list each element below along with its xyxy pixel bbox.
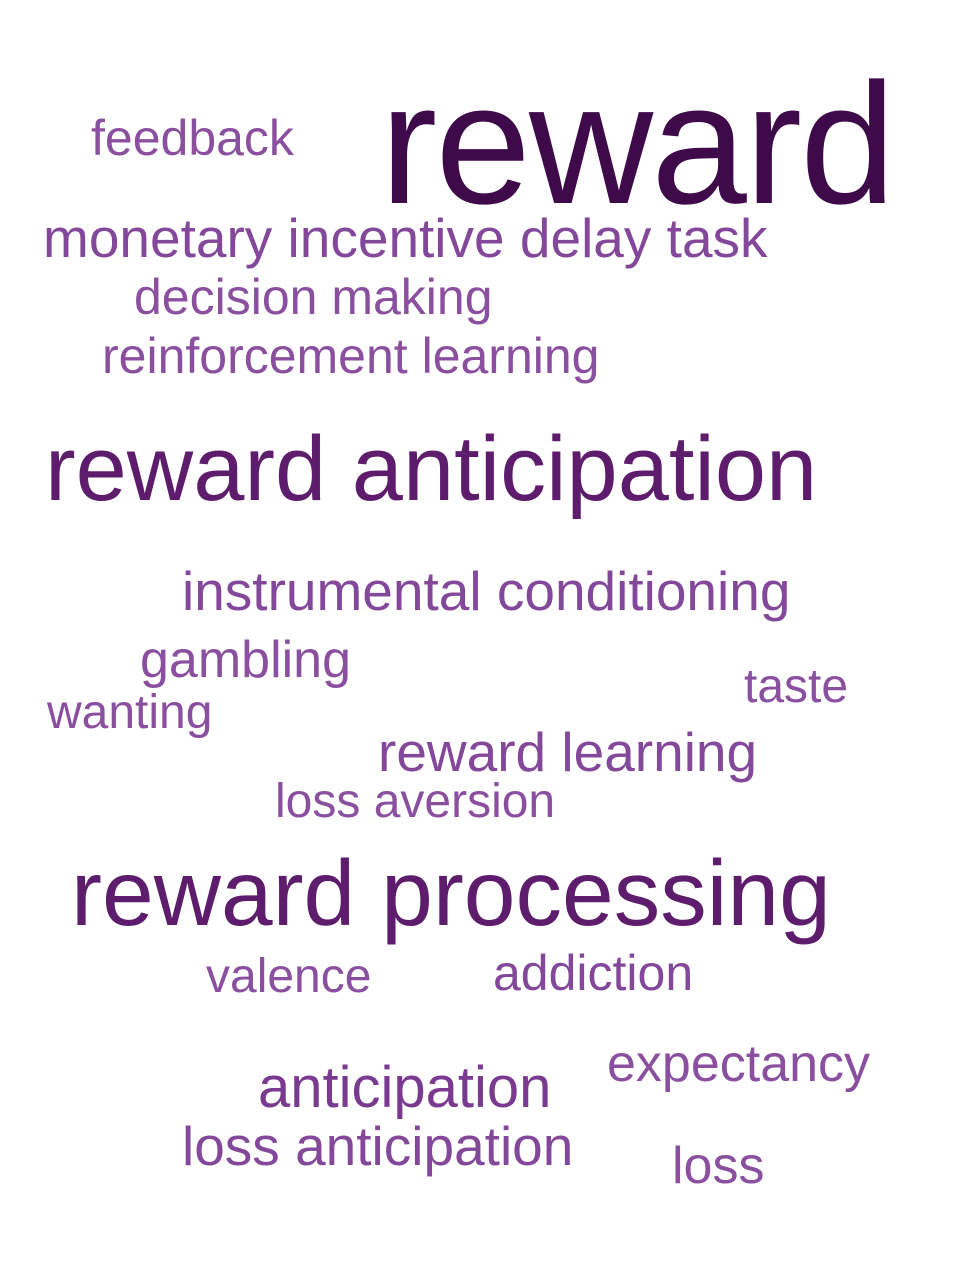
word-monetary-incentive-delay-task: monetary incentive delay task [43,207,768,269]
word-reinforcement-learning: reinforcement learning [102,328,600,384]
word-anticipation: anticipation [258,1055,552,1120]
word-expectancy: expectancy [607,1035,871,1093]
word-valence: valence [206,950,372,1003]
word-reward-processing: reward processing [71,841,831,945]
word-decision-making: decision making [134,269,493,325]
word-loss-aversion: loss aversion [275,775,556,828]
word-reward: reward [380,48,896,240]
word-instrumental-conditioning: instrumental conditioning [182,560,791,622]
word-addiction: addiction [493,945,694,1001]
word-gambling: gambling [140,631,352,689]
word-wanting: wanting [47,686,213,739]
word-reward-anticipation: reward anticipation [45,418,818,520]
word-taste: taste [744,660,849,713]
word-loss-anticipation: loss anticipation [182,1115,574,1177]
word-feedback: feedback [91,110,294,166]
word-reward-learning: reward learning [378,721,758,783]
word-loss: loss [672,1137,765,1195]
